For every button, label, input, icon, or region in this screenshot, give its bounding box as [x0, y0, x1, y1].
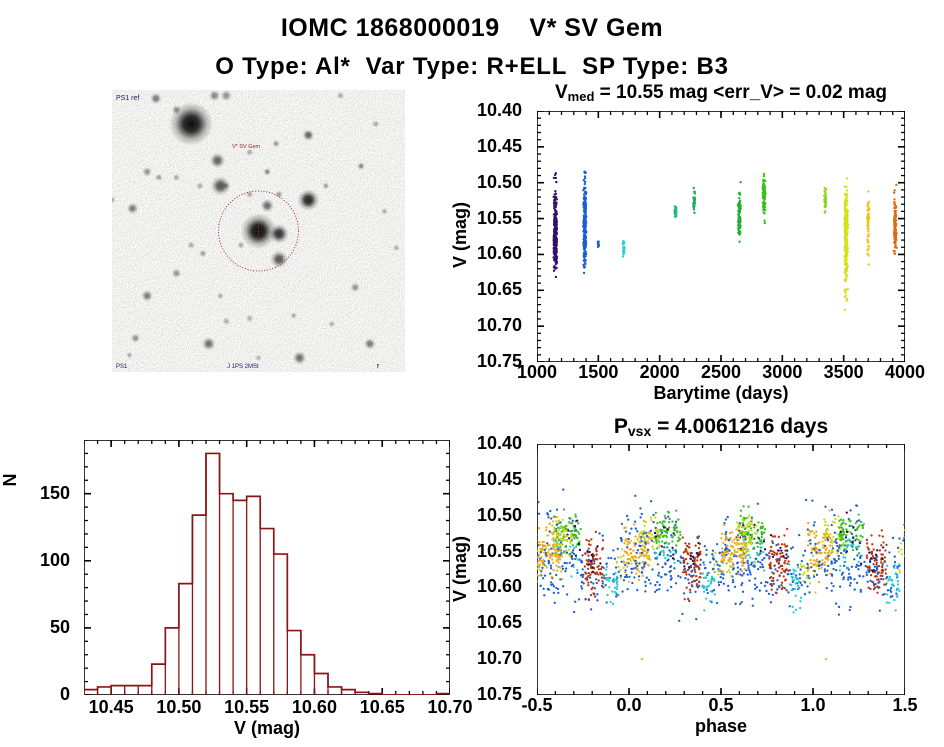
svg-text:V* SV Gem: V* SV Gem [232, 144, 261, 150]
svg-text:PS1 ref: PS1 ref [116, 95, 139, 102]
svg-text:J 1PS 2MSt: J 1PS 2MSt [227, 364, 259, 370]
svg-text:PS1: PS1 [116, 364, 128, 370]
